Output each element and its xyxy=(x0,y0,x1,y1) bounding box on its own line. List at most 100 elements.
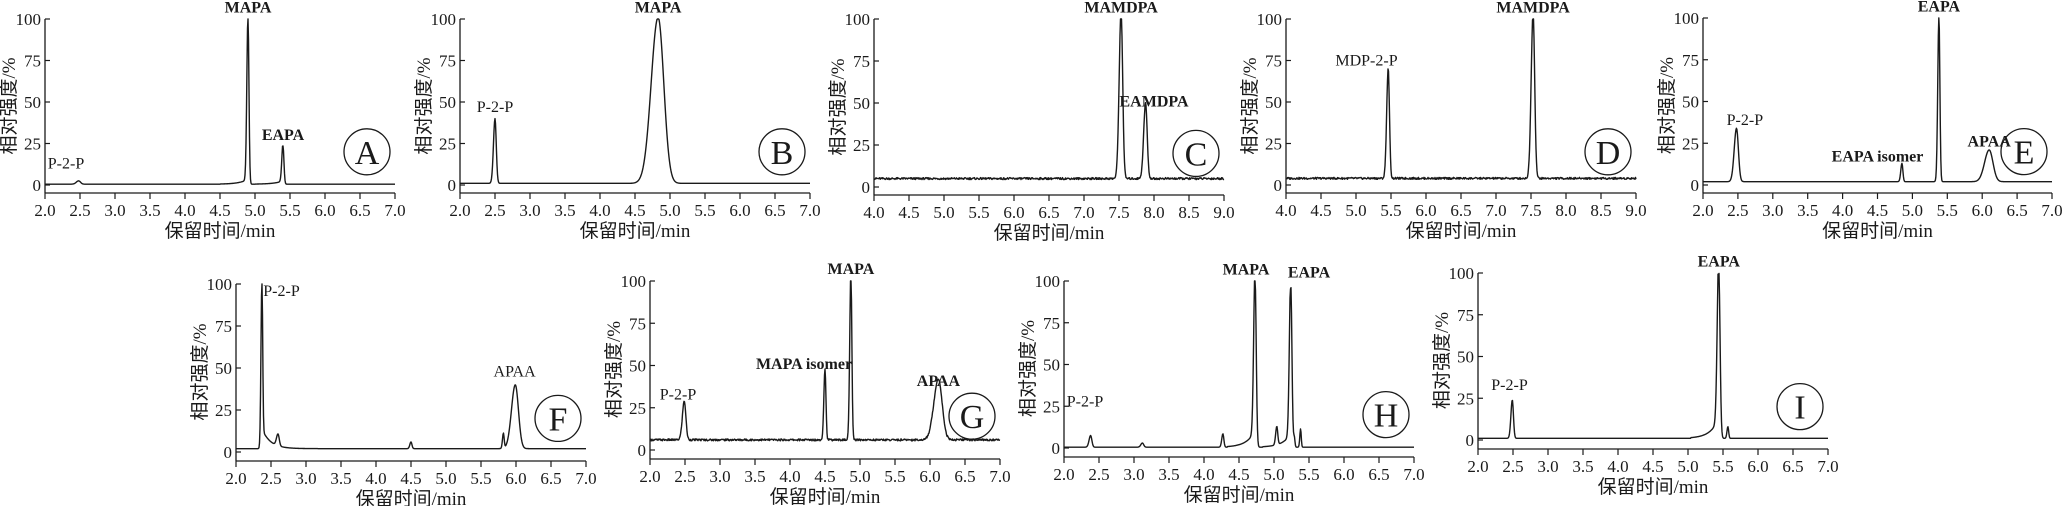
y-axis-title: 相对强度/% xyxy=(1656,57,1678,154)
y-tick-label: 25 xyxy=(629,399,646,418)
y-tick-label: 75 xyxy=(1043,314,1060,333)
x-tick-label: 2.0 xyxy=(225,469,246,488)
panel-letter: D xyxy=(1596,135,1621,172)
x-tick-label: 3.5 xyxy=(1572,457,1593,476)
x-tick-label: 5.5 xyxy=(470,469,491,488)
peak-label: MAPA xyxy=(225,0,272,16)
chart-panel-b: 0 25 50 75 100 2.0 2.5 3.0 3.5 4.0 4.5 5.0 5.5 6.0 6.5… xyxy=(413,0,821,242)
x-tick-label: 7.0 xyxy=(1073,203,1094,222)
y-tick-label: 0 xyxy=(638,441,647,460)
peak-label: EAPA xyxy=(1698,253,1741,270)
chromatogram-trace xyxy=(649,280,1001,442)
x-axis-title: 保留时间/min xyxy=(1822,220,1933,242)
y-tick-label: 75 xyxy=(24,52,41,71)
chromatogram-trace xyxy=(873,18,1225,181)
y-tick-label: 75 xyxy=(853,52,870,71)
x-tick-label: 5.0 xyxy=(659,201,680,220)
x-tick-label: 8.0 xyxy=(1555,201,1576,220)
x-tick-label: 2.0 xyxy=(639,467,660,486)
x-tick-label: 6.5 xyxy=(349,201,370,220)
y-tick-label: 100 xyxy=(621,272,647,291)
x-tick-label: 2.5 xyxy=(260,469,281,488)
peak-label: MAPA isomer xyxy=(756,356,852,373)
x-tick-label: 5.0 xyxy=(1263,465,1284,484)
y-tick-label: 0 xyxy=(862,178,871,197)
x-tick-label: 7.5 xyxy=(1520,201,1541,220)
y-axis-title: 相对强度/% xyxy=(827,58,849,155)
y-tick-label: 75 xyxy=(1457,306,1474,325)
y-tick-label: 75 xyxy=(439,52,456,71)
chart-panel-i: 0 25 50 75 100 2.0 2.5 3.0 3.5 4.0 4.5 5.0 5.5 6.0 6.5… xyxy=(1431,253,1839,498)
y-tick-label: 100 xyxy=(1035,272,1061,291)
peak-label: P-2-P xyxy=(1067,393,1104,410)
panel-badge-circle xyxy=(1584,128,1632,176)
x-tick-label: 5.5 xyxy=(1712,457,1733,476)
x-tick-label: 2.0 xyxy=(1467,457,1488,476)
y-tick-label: 25 xyxy=(1457,389,1474,408)
y-tick-label: 25 xyxy=(853,136,870,155)
panel-letter: H xyxy=(1374,398,1399,435)
panel-letter: C xyxy=(1185,136,1208,173)
x-tick-label: 3.0 xyxy=(1123,465,1144,484)
x-tick-label: 5.0 xyxy=(849,467,870,486)
x-tick-label: 6.5 xyxy=(954,467,975,486)
x-tick-label: 6.5 xyxy=(2006,201,2027,220)
x-tick-label: 5.0 xyxy=(244,201,265,220)
x-tick-label: 9.0 xyxy=(1625,201,1646,220)
peak-label: P-2-P xyxy=(48,155,85,172)
chart-panel-e: 0 25 50 75 100 2.0 2.5 3.0 3.5 4.0 4.5 5.0 5.5 6.0 6.5… xyxy=(1656,0,2062,242)
x-tick-label: 2.0 xyxy=(34,201,55,220)
x-tick-label: 6.0 xyxy=(1333,465,1354,484)
x-tick-label: 6.0 xyxy=(729,201,750,220)
x-tick-label: 5.5 xyxy=(968,203,989,222)
x-tick-label: 4.0 xyxy=(365,469,386,488)
x-tick-label: 3.0 xyxy=(1762,201,1783,220)
y-tick-label: 50 xyxy=(215,359,232,378)
chromatogram-trace xyxy=(44,18,396,185)
x-tick-label: 3.5 xyxy=(330,469,351,488)
y-axis-title: 相对强度/% xyxy=(603,321,625,418)
chart-panel-a: 0 25 50 75 100 2.0 2.5 3.0 3.5 4.0 4.5 5.0 5.5 6.0 6.5… xyxy=(0,0,406,242)
x-axis-title: 保留时间/min xyxy=(994,222,1105,244)
x-axis-title: 保留时间/min xyxy=(770,486,881,506)
y-tick-label: 0 xyxy=(1274,176,1283,195)
peak-label: P-2-P xyxy=(477,99,514,116)
peak-label: MAMDPA xyxy=(1084,0,1158,16)
x-tick-label: 3.0 xyxy=(1537,457,1558,476)
peak-label: APAA xyxy=(917,373,961,390)
x-tick-label: 3.5 xyxy=(1797,201,1818,220)
x-tick-label: 5.0 xyxy=(435,469,456,488)
x-tick-label: 2.0 xyxy=(449,201,470,220)
x-tick-label: 6.0 xyxy=(505,469,526,488)
x-tick-label: 2.5 xyxy=(1088,465,1109,484)
y-axis-title: 相对强度/% xyxy=(0,57,20,154)
y-tick-label: 100 xyxy=(845,10,871,29)
panel-letter: A xyxy=(355,135,380,172)
panel-letter: B xyxy=(771,135,794,172)
panel-badge-circle xyxy=(758,128,806,176)
peak-label: EAPA xyxy=(1918,0,1961,15)
x-tick-label: 9.0 xyxy=(1213,203,1234,222)
x-tick-label: 4.0 xyxy=(589,201,610,220)
chart-panel-g: 0 25 50 75 100 2.0 2.5 3.0 3.5 4.0 4.5 5.0 5.5 6.0 6.5… xyxy=(603,261,1011,506)
x-tick-label: 3.0 xyxy=(295,469,316,488)
x-tick-label: 2.5 xyxy=(69,201,90,220)
x-tick-label: 3.5 xyxy=(139,201,160,220)
y-axis-title: 相对强度/% xyxy=(413,57,435,154)
x-axis-title: 保留时间/min xyxy=(165,220,276,242)
x-tick-label: 3.0 xyxy=(104,201,125,220)
peak-label: P-2-P xyxy=(1491,377,1528,394)
x-tick-label: 7.0 xyxy=(799,201,820,220)
y-tick-label: 50 xyxy=(1682,93,1699,112)
y-axis-title: 相对强度/% xyxy=(1431,312,1453,409)
x-tick-label: 7.0 xyxy=(575,469,596,488)
x-tick-label: 7.0 xyxy=(2041,201,2062,220)
y-tick-label: 50 xyxy=(24,93,41,112)
peak-label: P-2-P xyxy=(660,386,697,403)
x-tick-label: 8.5 xyxy=(1178,203,1199,222)
x-tick-label: 4.5 xyxy=(814,467,835,486)
x-tick-label: 5.0 xyxy=(1902,201,1923,220)
panel-badge-circle xyxy=(2000,127,2048,176)
panel-badge-circle xyxy=(1362,390,1410,439)
x-axis-title: 保留时间/min xyxy=(580,220,691,242)
